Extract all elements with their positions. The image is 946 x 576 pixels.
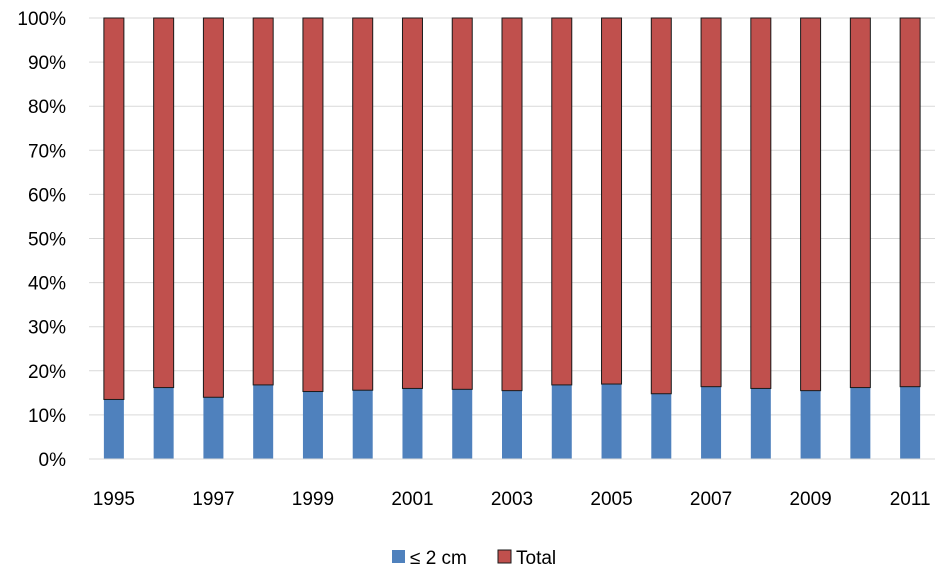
bar-small [900,386,921,459]
legend: ≤ 2 cm Total [392,548,556,569]
y-tick-label: 80% [28,97,66,118]
bar-total [451,17,473,390]
bar-small [452,389,473,459]
y-tick-label: 10% [28,406,66,427]
x-tick-label: 2005 [590,489,632,510]
bar-total [899,17,921,388]
bar-total [202,17,224,398]
y-tick-label: 20% [28,362,66,383]
x-axis: 1995 1997 1999 2001 2003 2005 2007 2009 2011 [93,489,931,510]
bar-total [650,17,672,395]
bars [103,17,921,459]
bar-small [502,390,522,459]
y-tick-label: 40% [28,274,66,295]
y-tick-label: 30% [28,318,66,339]
bar-total [401,17,423,389]
y-axis: 0% 10% 20% 30% 40% 50% 60% 70% 80% 90% 100% [17,9,66,471]
bar-total [601,17,623,385]
y-tick-label: 100% [17,9,66,30]
legend-label-small: ≤ 2 cm [410,548,467,569]
bar-total [750,17,772,389]
bar-small [601,384,622,459]
bar-small [651,393,672,459]
y-tick-label: 90% [28,53,66,74]
y-tick-label: 50% [28,230,66,251]
bar-small [402,388,423,459]
bar-total [352,17,374,391]
bar-total [252,17,274,386]
bar-small [750,388,771,459]
y-tick-label: 60% [28,185,66,206]
x-tick-label: 2003 [491,489,533,510]
legend-label-total: Total [516,548,556,569]
bar-total [103,17,125,400]
y-tick-label: 70% [28,141,66,162]
x-tick-label: 2011 [890,489,931,510]
x-tick-label: 1999 [292,489,334,510]
legend-swatch-total [497,549,512,564]
bar-small [551,384,572,459]
y-tick-label: 0% [39,450,67,471]
x-tick-label: 1995 [93,489,135,510]
x-tick-label: 2009 [789,489,831,510]
x-tick-label: 2001 [391,489,433,510]
bar-total [551,17,573,386]
bar-total [800,17,822,392]
bar-small [302,391,323,459]
bar-total [153,17,175,389]
bar-total [849,17,871,389]
bar-small [352,390,373,459]
x-tick-label: 1997 [192,489,234,510]
bar-small [800,390,821,459]
bar-small [103,399,124,459]
bar-total [501,17,523,392]
bar-small [850,387,871,459]
bar-total [700,17,722,388]
x-tick-label: 2007 [690,489,732,510]
bar-small [153,387,174,459]
bar-total [302,17,324,393]
bar-small [203,397,224,459]
bar-small [701,386,722,459]
legend-swatch-small [392,550,405,563]
bar-small [253,384,274,459]
